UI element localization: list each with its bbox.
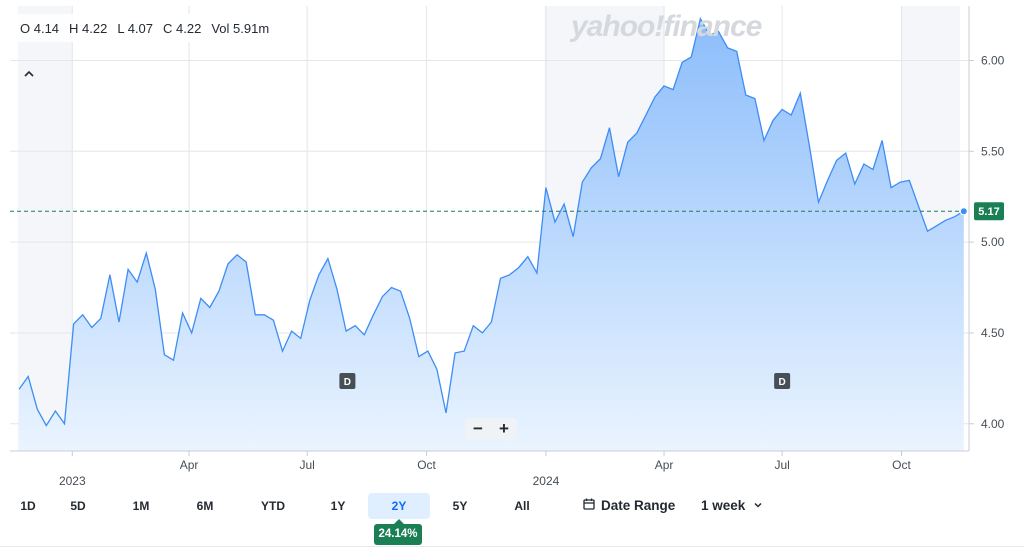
- range-button-ytd[interactable]: YTD: [261, 499, 285, 513]
- range-button-5y[interactable]: 5Y: [452, 499, 468, 513]
- x-tick-label: Apr: [655, 458, 674, 472]
- x-tick-label: Jul: [300, 458, 315, 472]
- range-button-1y[interactable]: 1Y: [330, 499, 346, 513]
- volume-value: Vol 5.91m: [211, 20, 270, 36]
- y-tick-label: 4.50: [981, 326, 1005, 340]
- yahoo-finance-watermark: yahoo!finance: [571, 10, 762, 43]
- last-price-dot: [959, 207, 968, 216]
- price-area: [19, 18, 964, 451]
- x-tick-label: Oct: [892, 458, 911, 472]
- dividend-marker-label: D: [344, 377, 351, 388]
- range-selector: 1D 5D 1M 6M YTD 1Y 2Y 5Y All: [0, 493, 1024, 519]
- range-button-6m[interactable]: 6M: [196, 499, 214, 513]
- last-price-label: 5.17: [978, 206, 999, 218]
- ohlc-readout: O 4.14 H 4.22 L 4.07 C 4.22 Vol 5.91m: [14, 14, 276, 42]
- x-tick-label: 2024: [533, 474, 560, 488]
- y-tick-label: 6.00: [981, 53, 1005, 67]
- y-tick-label: 5.00: [981, 235, 1005, 249]
- range-button-5d[interactable]: 5D: [70, 499, 86, 513]
- zoom-control: − +: [465, 418, 517, 440]
- x-tick-label: Jul: [774, 458, 789, 472]
- date-range-button[interactable]: Date Range: [583, 493, 675, 519]
- zoom-in-button[interactable]: +: [499, 419, 509, 438]
- y-tick-label: 5.50: [981, 144, 1005, 158]
- range-button-2y[interactable]: 2Y: [368, 493, 430, 519]
- price-line: [18, 16, 965, 427]
- x-tick-label: Apr: [180, 458, 199, 472]
- divider: [0, 546, 1024, 547]
- range-button-1d[interactable]: 1D: [20, 499, 36, 513]
- chevron-up-icon[interactable]: [22, 67, 36, 81]
- interval-label: 1 week: [701, 498, 746, 513]
- interval-select[interactable]: 1 week: [701, 493, 763, 519]
- x-tick-label: Oct: [417, 458, 436, 472]
- y-tick-label: 4.00: [981, 417, 1005, 431]
- zoom-out-button[interactable]: −: [473, 419, 483, 438]
- open-value: O 4.14: [20, 20, 60, 36]
- high-value: H 4.22: [69, 20, 108, 36]
- performance-badge: 24.14%: [374, 519, 422, 545]
- dividend-marker-label: D: [779, 377, 786, 388]
- dividend-marker: [774, 373, 791, 389]
- x-tick-label: 2023: [59, 474, 86, 488]
- shaded-period: [17, 6, 73, 451]
- chevron-down-icon: [753, 493, 763, 519]
- last-price-badge: [974, 202, 1004, 221]
- range-button-all[interactable]: All: [514, 499, 530, 513]
- low-value: L 4.07: [117, 20, 154, 36]
- close-value: C 4.22: [163, 20, 202, 36]
- calendar-icon: [583, 493, 595, 519]
- range-button-1m[interactable]: 1M: [132, 499, 150, 513]
- date-range-label: Date Range: [601, 498, 676, 513]
- dividend-marker: [339, 373, 356, 389]
